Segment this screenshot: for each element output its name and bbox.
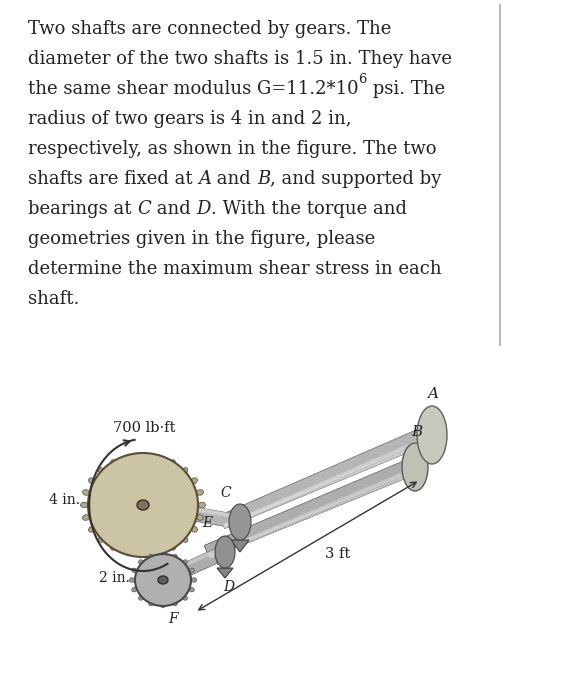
Ellipse shape <box>80 503 88 507</box>
Ellipse shape <box>110 544 117 550</box>
Ellipse shape <box>83 514 89 520</box>
Text: B: B <box>257 170 270 188</box>
Text: 3 ft: 3 ft <box>325 547 351 561</box>
Ellipse shape <box>199 503 205 507</box>
Ellipse shape <box>191 478 197 484</box>
Polygon shape <box>143 498 241 519</box>
Text: C: C <box>137 200 151 218</box>
Text: and: and <box>211 170 257 188</box>
Ellipse shape <box>161 552 165 558</box>
Polygon shape <box>217 568 233 578</box>
Text: shafts are fixed at: shafts are fixed at <box>28 170 199 188</box>
Ellipse shape <box>158 576 168 584</box>
Polygon shape <box>223 438 425 528</box>
Text: psi. The: psi. The <box>367 80 445 98</box>
Text: 700 lb·ft: 700 lb·ft <box>113 421 175 435</box>
Ellipse shape <box>172 601 177 606</box>
Text: radius of two gears is 4 in and 2 in,: radius of two gears is 4 in and 2 in, <box>28 110 352 128</box>
Ellipse shape <box>125 548 130 555</box>
Ellipse shape <box>196 514 204 520</box>
Ellipse shape <box>417 406 447 464</box>
Ellipse shape <box>182 468 188 474</box>
Text: A: A <box>427 387 439 401</box>
Ellipse shape <box>191 526 197 532</box>
Ellipse shape <box>125 455 130 462</box>
Ellipse shape <box>140 550 146 557</box>
Polygon shape <box>231 540 249 552</box>
Ellipse shape <box>89 526 95 532</box>
Polygon shape <box>219 428 425 528</box>
Ellipse shape <box>183 595 187 600</box>
Ellipse shape <box>170 544 175 550</box>
Ellipse shape <box>189 587 195 592</box>
Polygon shape <box>204 461 418 559</box>
Text: Two shafts are connected by gears. The: Two shafts are connected by gears. The <box>28 20 391 38</box>
Ellipse shape <box>182 536 188 542</box>
Text: , and supported by: , and supported by <box>270 170 442 188</box>
Ellipse shape <box>137 500 149 510</box>
Ellipse shape <box>172 554 177 559</box>
Text: 2 in.: 2 in. <box>99 571 130 585</box>
Ellipse shape <box>83 490 89 496</box>
Ellipse shape <box>229 504 251 540</box>
Text: D: D <box>223 580 234 594</box>
Polygon shape <box>204 461 410 559</box>
Polygon shape <box>208 470 410 559</box>
Ellipse shape <box>139 560 143 565</box>
Text: . With the torque and: . With the torque and <box>211 200 407 218</box>
Text: respectively, as shown in the figure. The two: respectively, as shown in the figure. Th… <box>28 140 436 158</box>
Ellipse shape <box>131 587 137 592</box>
Text: C: C <box>221 486 232 500</box>
Ellipse shape <box>149 554 154 559</box>
Text: D: D <box>196 200 211 218</box>
Ellipse shape <box>110 460 117 466</box>
Text: E: E <box>202 516 212 530</box>
Polygon shape <box>142 498 241 529</box>
Polygon shape <box>208 470 418 559</box>
Ellipse shape <box>131 568 137 573</box>
Ellipse shape <box>215 536 235 568</box>
Ellipse shape <box>129 578 135 582</box>
Polygon shape <box>160 545 228 587</box>
Ellipse shape <box>98 536 105 542</box>
Text: B: B <box>411 425 423 439</box>
Ellipse shape <box>98 468 105 474</box>
Polygon shape <box>219 428 435 528</box>
Text: shaft.: shaft. <box>28 290 79 308</box>
Text: and: and <box>151 200 196 218</box>
Ellipse shape <box>89 478 95 484</box>
Ellipse shape <box>196 490 204 496</box>
Ellipse shape <box>155 455 161 462</box>
Ellipse shape <box>155 548 161 555</box>
Text: geometries given in the figure, please: geometries given in the figure, please <box>28 230 375 248</box>
Ellipse shape <box>139 595 143 600</box>
Text: the same shear modulus G=11.2*10: the same shear modulus G=11.2*10 <box>28 80 358 98</box>
Text: 6: 6 <box>358 73 367 86</box>
Ellipse shape <box>149 601 154 606</box>
Ellipse shape <box>191 578 197 582</box>
Ellipse shape <box>189 568 195 573</box>
Text: bearings at: bearings at <box>28 200 137 218</box>
Ellipse shape <box>183 560 187 565</box>
Ellipse shape <box>140 453 146 460</box>
Text: F: F <box>168 612 178 626</box>
Ellipse shape <box>88 453 198 557</box>
Ellipse shape <box>170 460 175 466</box>
Ellipse shape <box>161 602 165 608</box>
Text: A: A <box>199 170 211 188</box>
Text: diameter of the two shafts is 1.5 in. They have: diameter of the two shafts is 1.5 in. Th… <box>28 50 452 68</box>
Polygon shape <box>223 438 435 528</box>
Polygon shape <box>160 545 224 578</box>
Text: 4 in.: 4 in. <box>49 493 80 507</box>
Ellipse shape <box>135 554 191 606</box>
Text: determine the maximum shear stress in each: determine the maximum shear stress in ea… <box>28 260 442 278</box>
Ellipse shape <box>402 443 428 491</box>
